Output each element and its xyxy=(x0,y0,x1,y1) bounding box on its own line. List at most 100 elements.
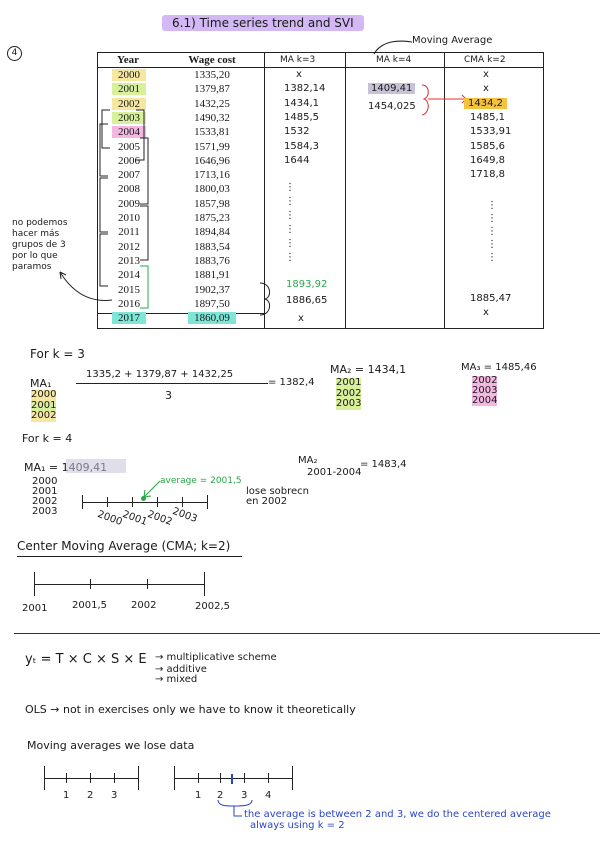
side-note-line: hacer más xyxy=(12,229,60,239)
k4-axis-tick xyxy=(107,497,108,507)
cma-axis xyxy=(34,584,204,585)
header-ma3: MA k=3 xyxy=(280,55,316,65)
side-note-line: no podemos xyxy=(12,218,68,228)
cma-underline xyxy=(17,556,242,557)
year-cell: 2003 xyxy=(100,111,158,125)
formula-additive: → additive xyxy=(155,664,207,675)
year-cell: 2011 xyxy=(118,226,140,239)
k4-axis-label: 2001 xyxy=(120,508,149,529)
k4-ma2-value: = 1483,4 xyxy=(360,459,407,470)
k3-heading: For k = 3 xyxy=(30,347,85,361)
k4-heading: For k = 4 xyxy=(22,432,73,445)
ols-note: OLS → not in exercises only we have to k… xyxy=(25,703,356,716)
cma-axis-tick xyxy=(34,572,35,596)
wage-cell: 1902,37 xyxy=(194,283,230,296)
year-cell: 2008 xyxy=(118,183,140,196)
k3-year: 2000 xyxy=(31,389,57,401)
exercise-number: 4 xyxy=(7,46,22,61)
axis-two xyxy=(174,778,292,779)
ma3-end-1: 1893,92 xyxy=(286,279,328,290)
wage-cell: 1713,16 xyxy=(194,169,230,182)
cma-highlight: 1434,2 xyxy=(464,97,507,109)
col-divider xyxy=(264,53,265,328)
wage-cell: 1800,03 xyxy=(194,183,230,196)
ma4-value-2: 1454,025 xyxy=(368,101,416,112)
cma-cell: 1585,6 xyxy=(470,140,505,152)
cma-cell: x xyxy=(483,69,489,80)
year-highlight: 2002 xyxy=(112,97,146,110)
moving-average-label: Moving Average xyxy=(412,35,493,46)
ma3-cell: 1532 xyxy=(284,126,310,138)
k3-ma2-years: 2001 2002 2003 xyxy=(336,377,362,410)
k4-ma2-years: 2001-2004 xyxy=(307,467,362,478)
side-note-line: por lo que xyxy=(12,251,58,261)
cma-heading: Center Moving Average (CMA; k=2) xyxy=(17,539,231,553)
k4-axis-tick xyxy=(82,495,83,509)
cma-cell: 1434,2 xyxy=(464,97,507,109)
year-cell: 2017 xyxy=(100,311,158,325)
k3-ma3: MA₃ = 1485,46 xyxy=(461,362,537,373)
axis-two-label: 3 xyxy=(241,790,248,801)
k3-years: 2000 2001 2002 xyxy=(31,389,57,422)
cma-dots: ⋮ ⋮ ⋮ ⋮ ⋮ xyxy=(487,200,497,263)
fraction-bar xyxy=(76,383,268,384)
year-cell: 2006 xyxy=(118,154,140,167)
k3-ma2-year: 2003 xyxy=(336,398,362,410)
year-highlight: 2000 xyxy=(112,69,146,81)
cma-cell: 1485,1 xyxy=(470,111,505,123)
moving-average-arrow xyxy=(373,40,413,55)
section-divider xyxy=(14,633,600,634)
cma-cell: 1649,8 xyxy=(470,154,505,166)
k3-ma3-year: 2004 xyxy=(472,395,498,406)
year-cell: 2002 xyxy=(100,97,158,111)
year-highlight: 2001 xyxy=(112,83,146,96)
average-dot xyxy=(141,496,146,501)
wage-cell: 1379,87 xyxy=(194,83,230,96)
axis-two-tick xyxy=(292,766,293,790)
ma3-end-3: x xyxy=(298,313,304,324)
wage-cell: 1883,76 xyxy=(194,254,230,267)
formula-multiplicative: → multiplicative scheme xyxy=(155,652,277,663)
wage-cell: 1335,20 xyxy=(194,69,230,81)
ma4-value-1: 1409,41 xyxy=(368,83,416,94)
wage-cell: 1646,96 xyxy=(194,154,230,167)
axis-two-label: 2 xyxy=(217,790,224,801)
lose-note-line: en 2002 xyxy=(246,496,288,507)
axis-one-label: 1 xyxy=(63,790,70,801)
wage-cell: 1432,25 xyxy=(194,97,230,110)
header-ma4: MA k=4 xyxy=(376,55,412,65)
bottom-note: the average is between 2 and 3, we do th… xyxy=(244,809,551,831)
lose-note: lose sobrecn en 2002 xyxy=(246,487,309,507)
side-note-line: paramos xyxy=(12,262,52,272)
wage-cell: 1875,23 xyxy=(194,212,230,224)
year-cell: 2016 xyxy=(118,297,140,310)
year-cell: 2012 xyxy=(118,240,140,253)
bottom-note-line: the average is between 2 and 3, we do th… xyxy=(244,809,551,820)
cma-cell: x xyxy=(483,83,489,95)
k4-year: 2001 xyxy=(32,486,58,497)
year-cell: 2015 xyxy=(118,283,140,296)
ma3-cell: 1485,5 xyxy=(284,111,319,123)
axis-one-label: 2 xyxy=(87,790,94,801)
k3-ma-label: MA₁ xyxy=(30,377,52,390)
col-divider xyxy=(345,53,346,328)
k4-year: 2002 xyxy=(32,496,58,507)
axis-one xyxy=(44,778,138,779)
year-highlight: 2004 xyxy=(112,126,146,139)
k3-ma2-year: 2001 xyxy=(336,377,362,389)
axis-two-tick xyxy=(220,773,221,783)
ma3-end-2: 1886,65 xyxy=(286,295,328,306)
k3-ma2-year: 2002 xyxy=(336,387,362,399)
k4-ma1-highlight xyxy=(66,459,126,473)
ma3-cell: 1434,1 xyxy=(284,97,319,109)
ma3-cell: 1382,14 xyxy=(284,83,326,95)
exercise-number-text: 4 xyxy=(11,48,18,58)
lose-note-line: lose sobrecn xyxy=(246,486,309,497)
k4-axis xyxy=(82,502,208,503)
k4-axis-label: 2003 xyxy=(170,505,199,526)
year-cell: 2014 xyxy=(118,269,140,282)
wage-cell: 1883,54 xyxy=(194,240,230,253)
wage-cell: 1897,50 xyxy=(194,297,230,310)
year-cell: 2007 xyxy=(118,169,140,182)
header-year: Year xyxy=(117,54,139,66)
